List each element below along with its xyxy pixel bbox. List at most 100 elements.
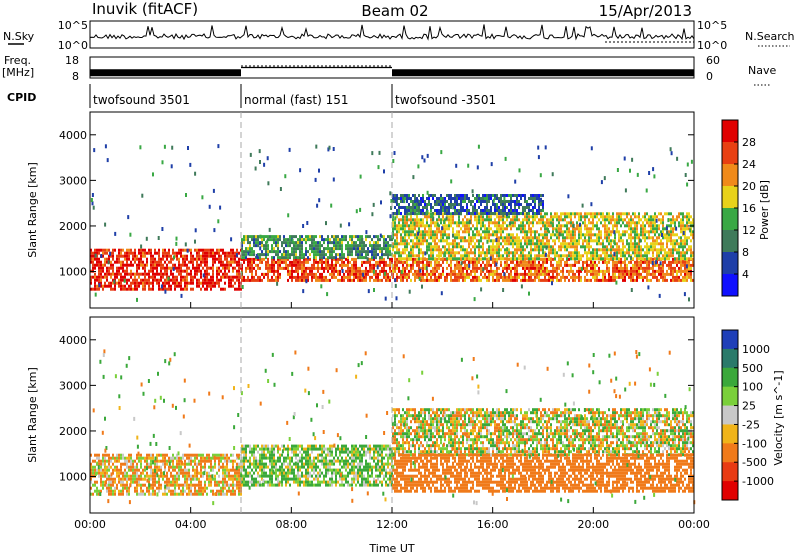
power-ytick-label-2: 3000 [59,174,87,187]
noise-trace [89,24,695,41]
velocity-colorbar-tick-label-3: 25 [742,400,756,413]
station-title: Inuvik (fitACF) [92,0,198,18]
power-colorbar-swatch-5 [722,230,738,253]
velocity-ylabel: Slant Range [km] [26,367,39,463]
velocity-colorbar-swatch-1 [722,348,738,369]
velocity-colorbar: 1000 500 100 25 -25 -100 -500 -1000 [721,329,774,501]
noise-right-label: N.Search [745,30,795,43]
freq-left-tick-top: 18 [65,54,79,67]
power-ytick-label-1: 2000 [59,220,87,233]
velocity-band-0 [90,453,242,496]
power-band-1 [241,257,393,282]
noise-sky-line [89,24,695,41]
xtick-label-6: 00:00 [678,518,710,531]
power-colorbar-label: Power [dB] [758,180,771,240]
frequency-trace [90,65,694,77]
power-colorbar-swatch-3 [722,186,738,209]
velocity-band-2 [392,408,694,457]
freq-right-tick-bottom: 0 [706,70,713,83]
power-colorbar-swatch-7 [722,274,738,297]
velocity-ytick-label-0: 1000 [59,471,87,484]
power-ytick-label-0: 1000 [59,266,87,279]
cpid-segment-0: twofsound 3501 [93,93,190,107]
xtick-label-5: 20:00 [577,518,609,531]
freq-right-tick-top: 60 [706,54,720,67]
velocity-colorbar-swatch-6 [722,443,738,463]
beam-title: Beam 02 [361,2,428,20]
xtick-label-0: 00:00 [74,518,106,531]
noise-left-tick-bottom: 10^0 [58,39,88,52]
xtick-label-2: 08:00 [275,518,307,531]
velocity-colorbar-tick-label-4: -25 [742,418,760,431]
cpid-label: CPID [7,91,36,104]
noise-right-tick-top: 10^5 [697,19,727,32]
velocity-colorbar-swatch-5 [722,424,738,444]
velocity-colorbar-swatch-7 [722,462,738,482]
power-colorbar-tick-label-6: 28 [742,136,756,149]
freq-left-tick-bottom: 8 [72,70,79,83]
xtick-label-4: 16:00 [477,518,509,531]
xtick-label-1: 04:00 [175,518,207,531]
power-colorbar-tick-label-1: 8 [742,246,749,259]
velocity-colorbar-swatch-2 [722,367,738,388]
power-colorbar-swatch-1 [722,142,738,165]
power-heatmap [90,144,694,302]
velocity-heatmap [90,349,696,506]
freq-left-label-1: Freq. [4,54,31,67]
velocity-scatter [92,349,696,506]
power-ytick-label-3: 4000 [59,129,87,142]
freq-segment-0 [90,69,241,77]
velocity-colorbar-tick-label-6: -500 [742,456,767,469]
cpid-segments: twofsound 3501 normal (fast) 151 twofsound… [89,84,496,108]
cpid-segment-1: normal (fast) 151 [244,93,348,107]
power-colorbar-tick-label-0: 4 [742,268,749,281]
cpid-segment-2: twofsound -3501 [395,93,496,107]
noise-left-tick-top: 10^5 [58,19,88,32]
velocity-colorbar-swatch-4 [722,405,738,425]
freq-segment-2 [392,69,694,77]
velocity-colorbar-swatch-8 [722,481,738,501]
velocity-colorbar-tick-label-0: 1000 [742,343,770,356]
power-colorbar-swatch-0 [722,120,738,143]
xtick-label-3: 12:00 [376,518,408,531]
frequency-panel: Freq. [MHz] 18 8 60 0 Nave [2,54,776,86]
power-band-4 [392,212,694,261]
power-colorbar-swatch-6 [722,252,738,275]
power-band-2 [241,235,393,260]
velocity-colorbar-swatch-3 [722,386,738,407]
cpid-row: CPID twofsound 3501 normal (fast) 151 twof… [7,84,496,108]
noise-left-label: N.Sky [3,30,35,43]
velocity-colorbar-tick-label-5: -100 [742,437,767,450]
power-ylabel: Slant Range [km] [26,162,39,258]
noise-panel: N.Sky 10^5 10^0 10^5 10^0 N.Search [3,19,795,52]
velocity-band-3 [392,453,694,493]
power-panel: 1000 2000 3000 4000 Slant Range [km] 4 8 12 16… [26,111,771,309]
power-colorbar-swatch-2 [722,164,738,187]
power-band-0 [90,248,242,291]
velocity-colorbar-tick-label-2: 100 [742,381,763,394]
date-title: 15/Apr/2013 [599,2,692,20]
velocity-colorbar-tick-label-7: -1000 [742,475,774,488]
noise-right-tick-bottom: 10^0 [697,39,727,52]
velocity-colorbar-tick-label-1: 500 [742,362,763,375]
power-scatter [90,144,693,302]
power-band-3 [392,257,694,282]
power-band-5 [392,194,544,215]
power-axes: 1000 2000 3000 4000 [59,112,694,308]
time-axis-label: Time UT [368,542,414,554]
nave-label: Nave [748,64,776,77]
power-colorbar-tick-label-2: 12 [742,224,756,237]
velocity-ytick-label-3: 4000 [59,334,87,347]
velocity-colorbar-swatch-0 [722,330,738,350]
power-colorbar-tick-label-4: 20 [742,180,756,193]
freq-left-label-2: [MHz] [2,66,34,79]
velocity-ytick-label-1: 2000 [59,425,87,438]
power-colorbar: 4 8 12 16 20 24 28 [721,119,756,297]
power-colorbar-swatch-4 [722,208,738,231]
velocity-panel: 1000 2000 3000 4000 Slant Range [km] 1000 50… [26,316,785,514]
power-colorbar-tick-label-3: 16 [742,202,756,215]
velocity-colorbar-frame [721,329,739,501]
time-axis: 00:00 04:00 08:00 12:00 16:00 20:00 00:00 [74,302,710,531]
velocity-colorbar-label: Velocity [m s^-1] [772,370,785,465]
